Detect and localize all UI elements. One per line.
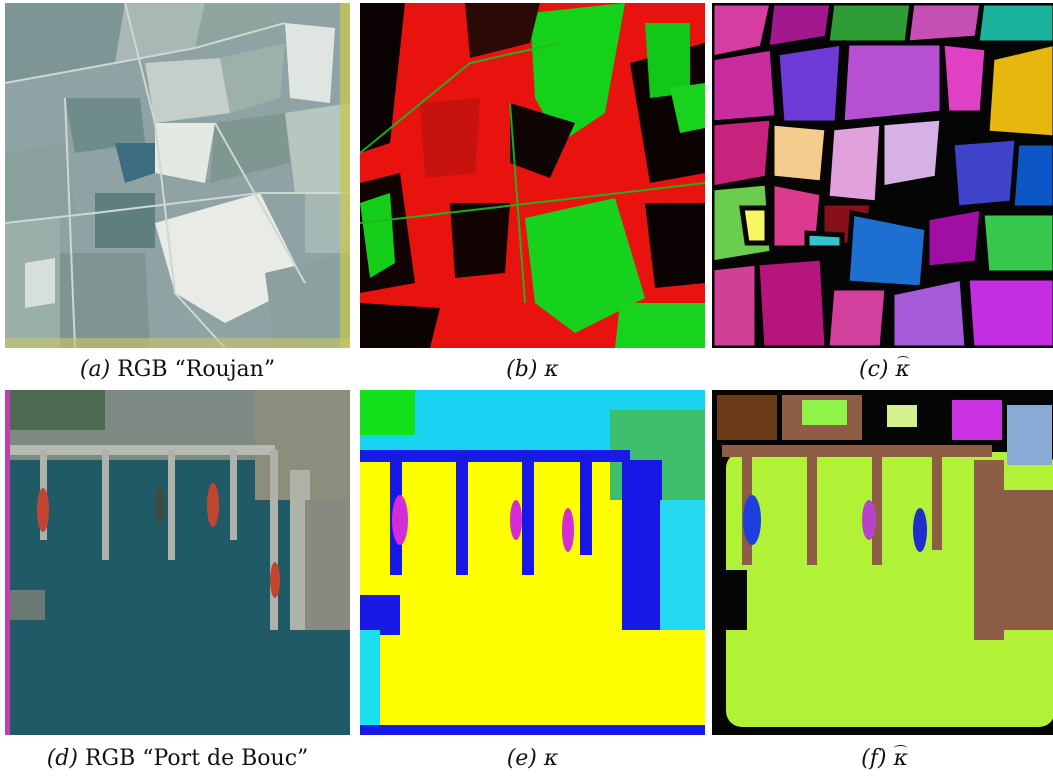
caption-b-letter: (b)	[506, 357, 538, 382]
caption-a-text: RGB “Roujan”	[117, 357, 276, 382]
caption-d-letter: (d)	[46, 746, 78, 771]
caption-b: (b) κ	[360, 357, 705, 382]
caption-f-letter: (f)	[861, 746, 887, 771]
caption-f-symbol: κ	[893, 745, 908, 771]
caption-c: (c) κ	[712, 356, 1053, 382]
caption-a: (a) RGB “Roujan”	[5, 357, 350, 382]
kappa-map-roujan	[360, 3, 705, 348]
caption-e-letter: (e)	[506, 746, 537, 771]
caption-a-letter: (a)	[79, 357, 111, 382]
caption-c-letter: (c)	[859, 357, 889, 382]
caption-d: (d) RGB “Port de Bouc”	[5, 746, 350, 771]
caption-f: (f) κ	[712, 745, 1053, 771]
caption-c-symbol: κ	[895, 356, 910, 382]
kappa-hat-map-roujan	[712, 3, 1053, 348]
caption-e-symbol: κ	[543, 746, 559, 771]
kappa-map-port-de-bouc	[360, 390, 705, 735]
kappa-hat-map-port-de-bouc	[712, 390, 1053, 735]
caption-b-symbol: κ	[544, 357, 559, 382]
caption-e: (e) κ	[360, 746, 705, 771]
rgb-port-de-bouc-image	[5, 390, 350, 735]
caption-d-text: RGB “Port de Bouc”	[84, 746, 309, 771]
rgb-roujan-image	[5, 3, 350, 348]
